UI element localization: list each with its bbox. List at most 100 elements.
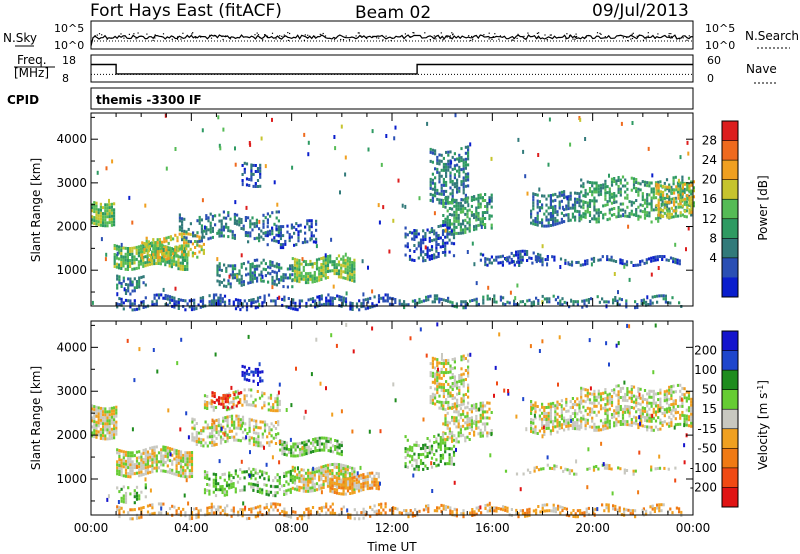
data-cell <box>309 471 312 475</box>
data-cell <box>335 491 339 495</box>
data-cell <box>648 211 651 215</box>
data-cell <box>617 188 620 191</box>
data-cell <box>305 449 308 453</box>
data-cell <box>124 267 127 271</box>
nsky-noise-dot <box>135 38 137 40</box>
data-cell <box>316 449 319 452</box>
data-cell <box>373 474 376 478</box>
data-cell <box>488 258 491 262</box>
data-cell <box>579 512 582 515</box>
data-cell <box>344 264 347 268</box>
data-cell <box>269 266 272 270</box>
data-cell <box>129 247 132 250</box>
data-cell <box>215 418 218 422</box>
data-cell <box>681 213 684 217</box>
data-cell <box>364 478 367 482</box>
data-cell <box>124 258 127 262</box>
data-cell <box>681 196 684 200</box>
data-cell <box>235 432 238 436</box>
data-cell <box>183 235 186 239</box>
data-cell <box>175 303 178 307</box>
data-cell <box>120 282 123 285</box>
data-cell <box>234 162 237 167</box>
data-cell <box>537 505 540 508</box>
nsky-noise-dot <box>307 37 309 39</box>
data-cell <box>95 207 98 211</box>
data-cell <box>637 217 640 221</box>
data-cell <box>219 505 222 509</box>
data-cell <box>223 490 226 494</box>
data-cell <box>248 417 251 421</box>
data-cell <box>289 469 292 473</box>
data-cell <box>255 221 258 225</box>
data-cell <box>104 257 107 262</box>
data-cell <box>532 192 535 196</box>
data-cell <box>477 217 480 221</box>
data-cell <box>260 136 263 141</box>
data-cell <box>311 300 315 304</box>
data-cell <box>366 484 369 488</box>
data-cell <box>447 391 450 395</box>
data-cell <box>146 471 150 475</box>
data-cell <box>624 190 627 194</box>
data-cell <box>419 238 423 242</box>
data-cell <box>640 302 643 306</box>
data-cell <box>419 241 423 245</box>
data-cell <box>436 294 439 298</box>
data-cell <box>621 175 625 179</box>
data-cell <box>230 423 234 427</box>
data-cell <box>631 509 634 513</box>
data-cell <box>227 279 230 283</box>
data-cell <box>149 470 152 474</box>
data-cell <box>456 398 459 402</box>
nsky-noise-dot <box>440 32 442 34</box>
data-cell <box>144 483 147 487</box>
data-cell <box>104 221 107 225</box>
data-cell <box>685 209 688 213</box>
data-cell <box>523 252 526 256</box>
data-cell <box>442 220 445 223</box>
data-cell <box>582 215 585 219</box>
power-colorbar-label: Power [dB] <box>756 175 770 240</box>
data-cell <box>272 485 275 489</box>
data-cell <box>564 261 567 265</box>
nsky-noise-dot <box>622 37 624 39</box>
data-cell <box>277 432 280 436</box>
data-cell <box>249 219 252 223</box>
data-cell <box>282 279 285 283</box>
data-cell <box>597 193 600 197</box>
data-cell <box>591 193 594 197</box>
data-cell <box>93 432 96 436</box>
data-cell <box>127 475 130 479</box>
data-cell <box>138 516 141 520</box>
nsky-noise-dot <box>511 39 513 41</box>
data-cell <box>325 442 328 446</box>
data-cell <box>388 296 392 300</box>
data-cell <box>146 468 150 472</box>
data-cell <box>477 223 480 227</box>
data-cell <box>490 156 493 161</box>
data-cell <box>442 177 445 181</box>
data-cell <box>429 362 432 366</box>
data-cell <box>440 168 443 172</box>
data-cell <box>259 370 262 374</box>
data-cell <box>335 482 339 486</box>
data-cell <box>541 260 544 264</box>
data-cell <box>608 196 611 200</box>
data-cell <box>650 196 653 200</box>
data-cell <box>135 497 139 501</box>
data-cell <box>266 435 269 439</box>
data-cell <box>479 205 482 209</box>
data-cell <box>630 212 633 216</box>
data-cell <box>342 258 345 262</box>
data-cell <box>166 512 169 516</box>
data-cell <box>257 426 260 430</box>
data-cell <box>349 477 352 480</box>
data-cell <box>448 225 451 228</box>
nsky-noise-dot <box>146 33 148 35</box>
data-cell <box>400 302 403 306</box>
data-cell <box>353 261 356 266</box>
data-cell <box>194 234 197 238</box>
data-cell <box>513 263 516 267</box>
